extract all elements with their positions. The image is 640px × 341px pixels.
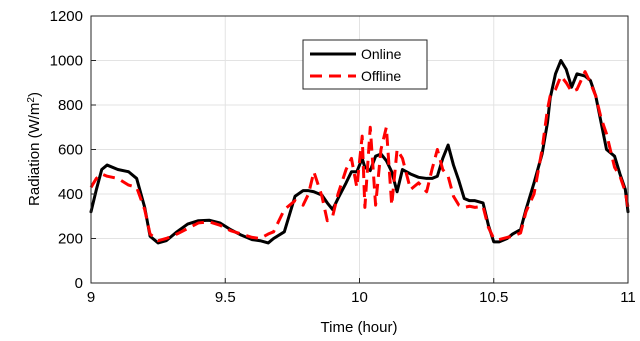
- y-tick-label: 1200: [50, 8, 83, 25]
- y-axis-label-superscript: 2: [26, 97, 37, 103]
- y-tick-label: 200: [58, 231, 83, 248]
- x-tick-label: 11: [620, 289, 636, 306]
- x-tick-label: 9.5: [215, 289, 236, 306]
- y-tick-labels: 0 200 400 600 800 1000 1200: [50, 8, 96, 292]
- legend: Online Offline: [302, 39, 428, 90]
- y-tick-label: 800: [58, 97, 83, 114]
- x-tick-label: 10.5: [479, 289, 508, 306]
- y-tick-label: 1000: [50, 53, 83, 70]
- x-tick-label: 9: [87, 289, 95, 306]
- y-tick-label: 400: [58, 186, 83, 203]
- series-layer: [89, 59, 630, 245]
- y-tick-label: 600: [58, 142, 83, 159]
- series-line-offline: [89, 70, 630, 243]
- x-axis-label: Time (hour): [321, 319, 398, 336]
- y-tick-label: 0: [75, 275, 83, 292]
- legend-label-offline: Offline: [361, 68, 401, 84]
- x-tick-labels: 9 9.5 10 10.5 11: [87, 278, 636, 306]
- y-axis-label-close: ): [26, 92, 43, 97]
- x-tick-label: 10: [351, 289, 368, 306]
- legend-label-online: Online: [361, 46, 402, 62]
- y-axis-label-main: Radiation (W/m: [26, 103, 43, 206]
- series-line-online: [89, 59, 630, 245]
- legend-box: [302, 39, 428, 90]
- y-axis-label: Radiation (W/m2): [26, 92, 44, 206]
